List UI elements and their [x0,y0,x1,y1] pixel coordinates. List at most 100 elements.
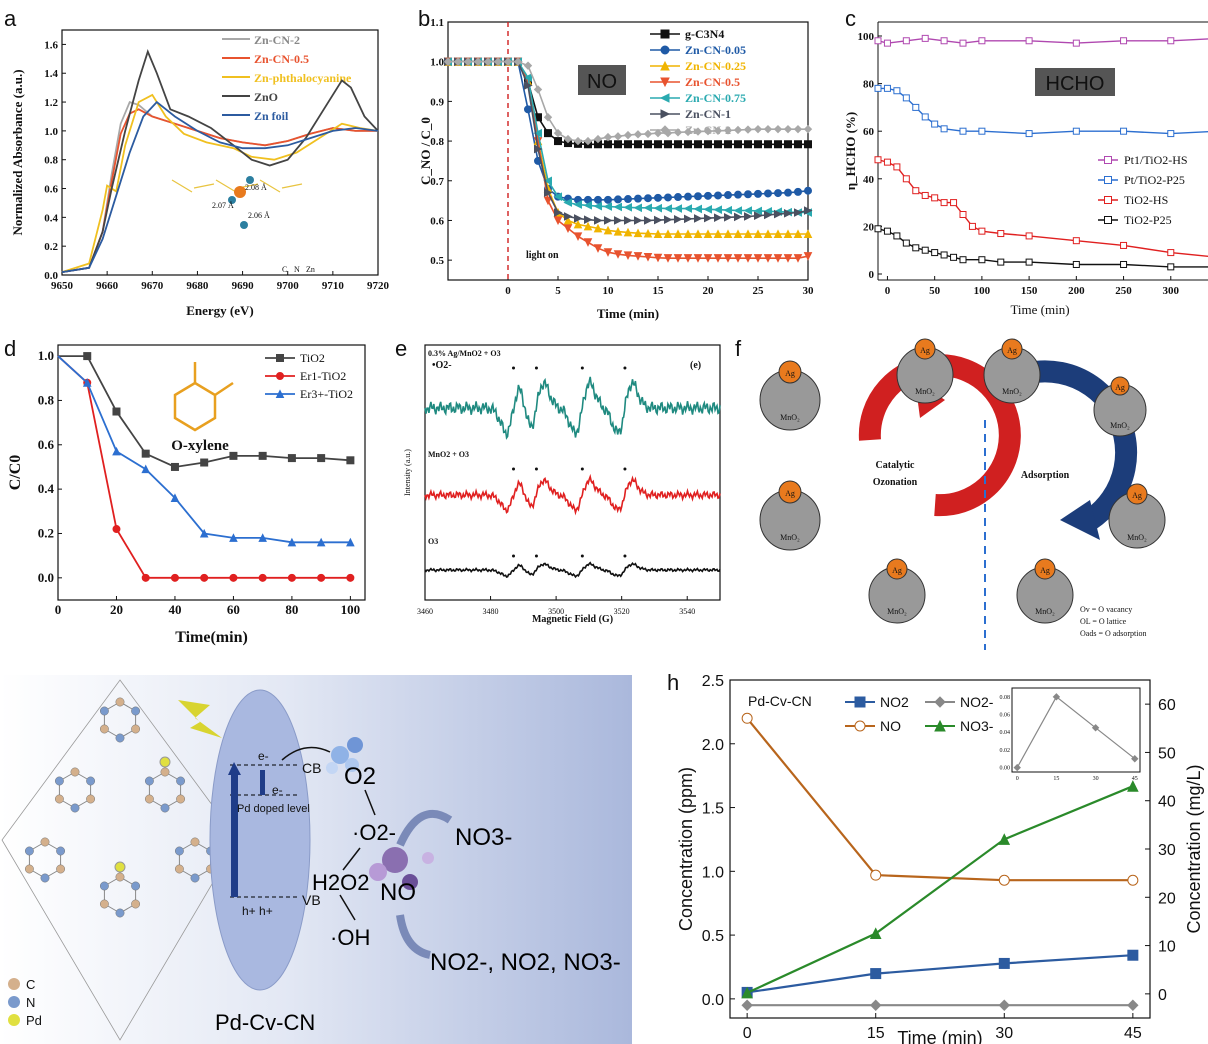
data-point [743,229,753,238]
data-point [874,225,882,233]
data-point [870,968,882,980]
data-point [83,352,92,361]
x-tick-label: 3480 [483,607,499,616]
legend-label: Er1-TiO2 [300,369,346,383]
particle-ag-5: Ag MnO₂ [868,558,926,624]
x-tick-label: 200 [1068,285,1085,297]
y2-axis-label: Concentration (mg/L) [1184,764,1204,933]
data-point [1072,127,1080,135]
data-point [653,128,663,138]
data-point [673,254,683,263]
data-point [1120,127,1128,135]
data-point [724,140,732,149]
data-point [593,134,603,144]
methyl-bond-2 [214,381,234,397]
data-point [753,206,762,216]
data-point [753,124,763,134]
data-point [346,537,355,547]
data-point [754,140,762,149]
semiconductor-ellipse [209,689,311,991]
y-tick-label: 0.7 [430,176,444,188]
data-point [644,194,652,203]
data-point [141,464,151,474]
y-tick-label: 1.5 [702,801,724,818]
data-point [603,248,613,257]
data-point [714,191,722,200]
data-point [1127,949,1139,961]
legend-marker [275,389,285,398]
data-point [653,253,663,263]
data-point [594,216,603,225]
x-tick-label: 300 [1163,285,1180,297]
light-on-label: light on [526,250,559,261]
n-atom [70,803,80,813]
data-point [1127,874,1139,886]
particle-ag-3: Ag MnO₂ [896,338,954,404]
y-tick-label: 0.0 [702,992,724,1009]
spectrum-0.3% Ag/MnO2 + O3 [424,376,721,440]
legend-ol: OL = O lattice [1080,617,1127,626]
plot-frame [57,344,366,601]
svg-text:Ag: Ag [892,566,902,575]
data-point [714,140,722,149]
legend-marker [934,696,946,708]
x-tick-label: 30 [995,1025,1013,1042]
data-point [564,212,573,221]
data-point [258,533,267,542]
y-tick-label: 1.0 [38,348,54,363]
data-point [112,407,121,416]
data-point [713,205,722,215]
data-point [921,113,929,121]
x-axis-label: Time(min) [175,629,248,646]
legend-label: NO2 [880,694,909,710]
c-atom [115,872,125,882]
inset-point [1091,724,1100,732]
inset-line [1016,695,1136,768]
legend-marker [276,372,284,380]
y-tick-label: 1.2 [44,97,58,109]
legend-marker [660,60,670,71]
data-point [997,230,1005,238]
no-bubbles [369,847,434,890]
data-point [978,37,986,45]
x-axis-label: Time (min) [897,1028,982,1044]
svg-text:Ag: Ag [1115,383,1125,392]
data-point [170,573,179,582]
cb-label: CB [302,760,321,776]
particle-ag-8: Ag MnO₂ [1016,558,1074,624]
data-point [998,874,1010,886]
data-point [483,57,493,66]
data-point [199,528,209,538]
data-point [741,999,753,1011]
c-atom [131,724,141,734]
atom-key-c: C [282,265,287,274]
x-tick-label: 15 [867,1025,885,1042]
particle-ag-7: Ag MnO₂ [1108,483,1166,549]
y-tick-label: 0 [869,269,875,281]
series-line-Zn-phthalocyanine [61,93,379,273]
x-axis-label: Time (min) [1010,302,1069,317]
data-point [741,712,753,724]
data-point [653,203,662,213]
data-point [783,124,793,134]
data-point [774,140,782,149]
panel-label-b: b [418,6,430,31]
data-point [883,158,891,166]
nitrate-label: NO3- [455,824,512,851]
particle-ag-2: Ag MnO₂ [759,480,821,551]
y-tick-label: 0.2 [38,525,54,540]
legend-marker [660,109,671,119]
data-point [1127,999,1139,1011]
data-point [683,254,693,263]
data-point [513,57,523,66]
data-point [893,232,901,240]
series-line-Zn-CN-0.05 [448,60,809,201]
x-tick-label: 3500 [548,607,564,616]
legend-marker [660,29,670,39]
data-point [998,833,1011,845]
svg-text:MnO₂: MnO₂ [780,533,800,542]
x-tick-label: 20 [703,285,715,297]
svg-text:Ag: Ag [785,369,795,378]
data-point [644,140,652,149]
bond-length-2: 2.07 Å [212,201,234,210]
